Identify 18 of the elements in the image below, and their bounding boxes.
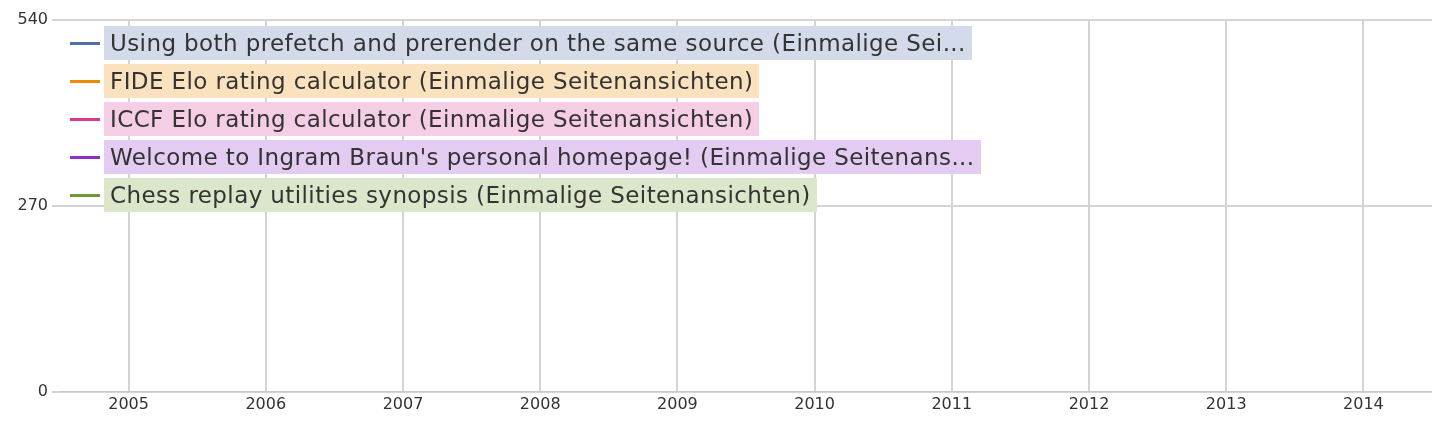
x-tick-label: 2008 xyxy=(519,393,561,413)
x-tick-label: 2011 xyxy=(931,393,973,413)
x-tick-label: 2012 xyxy=(1068,393,1110,413)
x-tick-label: 2005 xyxy=(108,393,149,413)
legend-label: Chess replay utilities synopsis (Einmalige Seitenansichten) xyxy=(104,178,817,212)
x-tick-label: 2013 xyxy=(1205,393,1247,413)
legend-label: ICCF Elo rating calculator (Einmalige Seitenansichten) xyxy=(104,102,760,136)
x-tick-label: 2007 xyxy=(382,393,424,413)
legend-label: Welcome to Ingram Braun's personal homepage! (Einmalige Seitenans... xyxy=(104,140,981,174)
legend-label: FIDE Elo rating calculator (Einmalige Seitenansichten) xyxy=(104,64,760,98)
y-tick-label: 270 xyxy=(17,195,48,215)
x-tick-label: 2009 xyxy=(657,393,698,413)
y-tick-label: 0 xyxy=(37,380,48,400)
x-tick-label: 2006 xyxy=(245,393,287,413)
legend-label: Using both prefetch and prerender on the same source (Einmalige Sei... xyxy=(104,26,972,60)
x-tick-label: 2014 xyxy=(1343,393,1384,413)
x-tick-label: 2010 xyxy=(794,393,835,413)
y-tick-label: 540 xyxy=(17,9,48,29)
